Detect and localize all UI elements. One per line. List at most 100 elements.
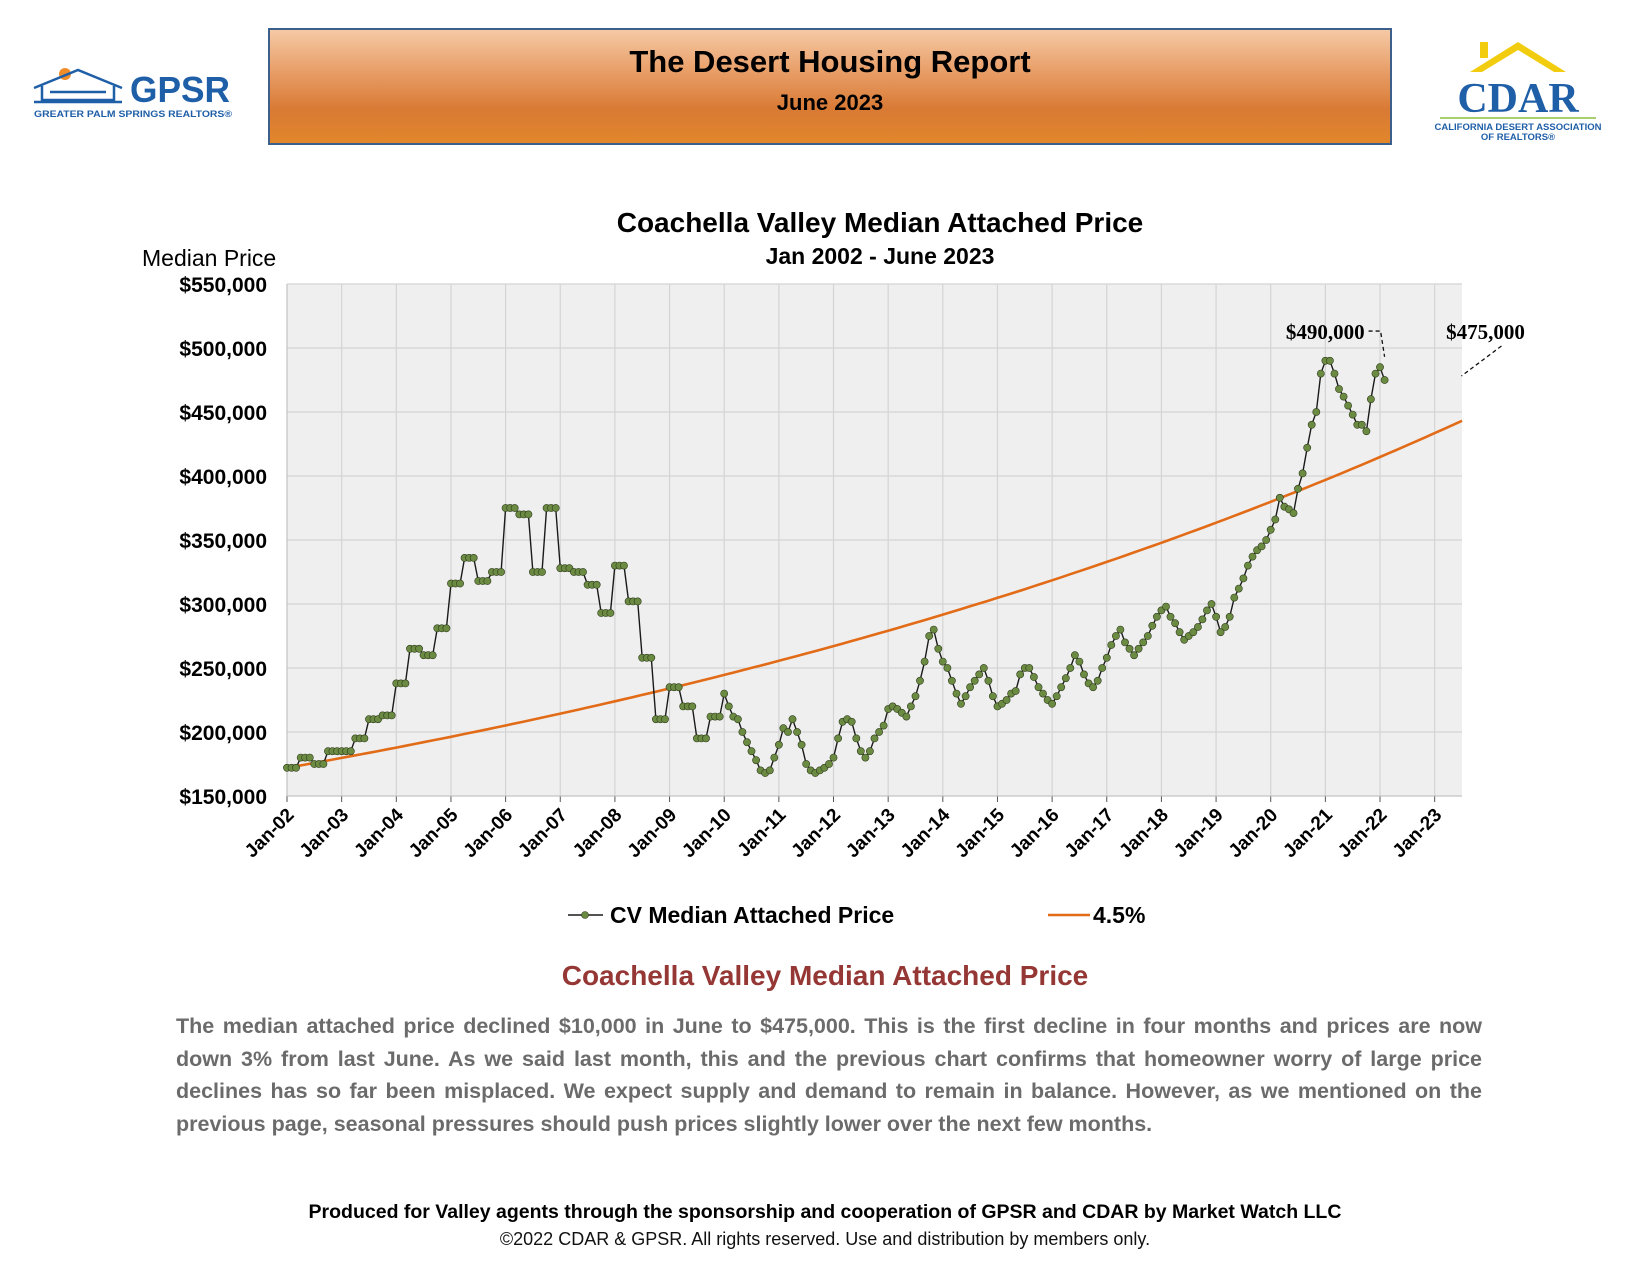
data-point: [788, 715, 797, 724]
house-icon: [33, 68, 123, 104]
data-point: [1294, 484, 1302, 493]
data-point: [829, 753, 838, 762]
trend-line-4-5pct: [286, 419, 1463, 770]
data-point: [1230, 593, 1239, 602]
data-point: [1198, 615, 1207, 624]
data-point: [456, 579, 464, 588]
x-tick-label: Jan-09: [624, 805, 681, 862]
data-point: [1189, 628, 1198, 637]
data-point: [360, 734, 369, 743]
cdar-tagline-1: CALIFORNIA DESERT ASSOCIATION: [1435, 122, 1602, 133]
data-point: [620, 561, 628, 570]
data-point: [920, 657, 929, 666]
data-point: [524, 510, 533, 519]
data-point: [1203, 606, 1211, 615]
footer-credit: Produced for Valley agents through the s…: [308, 1201, 1342, 1223]
legend-series-label: CV Median Attached Price: [610, 902, 894, 928]
data-point: [1102, 653, 1111, 662]
data-point: [1143, 632, 1152, 640]
data-point: [1030, 673, 1038, 681]
data-point: [970, 676, 979, 685]
cdar-tagline-2: OF REALTORS®: [1481, 132, 1555, 143]
data-point: [305, 753, 314, 762]
x-tick-label: Jan-23: [1389, 805, 1446, 862]
data-point: [1357, 420, 1366, 429]
data-point: [793, 728, 801, 736]
data-point: [538, 568, 546, 576]
data-point: [1212, 612, 1220, 621]
data-point: [875, 728, 883, 736]
data-point: [938, 657, 947, 666]
data-point: [1134, 644, 1143, 653]
data-point: [734, 715, 742, 724]
y-axis-label: Median Price: [142, 245, 276, 271]
data-point: [1066, 664, 1075, 672]
data-point: [401, 679, 410, 688]
data-point: [1116, 625, 1125, 634]
data-point: [1039, 689, 1047, 698]
data-point: [1148, 621, 1157, 630]
x-tick-label: Jan-16: [1006, 805, 1063, 862]
data-point: [1348, 410, 1357, 419]
data-point: [1303, 443, 1312, 452]
data-point: [1057, 683, 1066, 692]
footer-copyright: ©2022 CDAR & GPSR. All rights reserved. …: [499, 1229, 1151, 1249]
data-point: [825, 760, 833, 768]
annotation-peak-label: $490,000: [1286, 320, 1365, 344]
data-point: [1339, 392, 1348, 401]
data-point: [688, 702, 697, 711]
x-tick-label: Jan-13: [842, 805, 899, 862]
chart-title: Coachella Valley Median Attached Price: [617, 207, 1144, 238]
legend: CV Median Attached Price 4.5%: [568, 902, 1145, 928]
data-point: [1207, 600, 1216, 608]
chart-annotations: $490,000 $475,000: [1286, 320, 1525, 377]
data-point: [1312, 408, 1321, 416]
data-point: [929, 625, 938, 634]
data-point: [902, 712, 911, 721]
data-point: [775, 740, 783, 749]
data-point: [1216, 628, 1225, 637]
x-tick-label: Jan-19: [1170, 805, 1227, 862]
data-point: [975, 670, 984, 679]
data-point: [1025, 664, 1034, 672]
data-point: [752, 756, 760, 765]
data-point: [415, 644, 423, 653]
data-point: [346, 747, 355, 756]
x-tick-label: Jan-20: [1225, 805, 1282, 862]
data-point: [943, 664, 952, 672]
x-tick-label: Jan-06: [460, 805, 517, 862]
data-point: [1371, 369, 1380, 378]
data-point: [1139, 638, 1148, 647]
data-point: [879, 721, 888, 730]
x-tick-label: Jan-07: [514, 805, 571, 862]
commentary-paragraph: The median attached price declined $10,0…: [176, 1014, 1482, 1136]
data-point: [907, 702, 915, 711]
data-point: [802, 760, 811, 768]
data-point: [1266, 525, 1275, 534]
data-point: [852, 734, 861, 743]
x-tick-label: Jan-14: [897, 804, 955, 862]
data-point: [834, 734, 842, 743]
cdar-logo: CDAR CALIFORNIA DESERT ASSOCIATION OF RE…: [1435, 42, 1602, 143]
data-point: [743, 738, 751, 747]
data-point: [738, 728, 747, 736]
data-point: [1107, 641, 1116, 649]
data-point: [797, 740, 806, 749]
data-point: [784, 728, 792, 736]
data-point: [1112, 632, 1120, 640]
data-point: [1011, 687, 1020, 695]
data-point: [1330, 369, 1339, 378]
median-price-chart: Coachella Valley Median Attached Price J…: [142, 207, 1525, 928]
data-point: [1171, 619, 1179, 628]
data-point: [1080, 670, 1088, 679]
data-point: [606, 609, 615, 617]
data-point: [702, 734, 710, 743]
report-title: The Desert Housing Report: [629, 44, 1031, 79]
data-point: [989, 692, 997, 701]
data-point: [747, 747, 756, 756]
annotation-current-leader: [1461, 345, 1502, 377]
data-point: [984, 676, 993, 685]
y-tick-label: $300,000: [179, 594, 267, 617]
x-tick-label: Jan-22: [1334, 805, 1391, 862]
x-tick-label: Jan-18: [1116, 805, 1173, 862]
